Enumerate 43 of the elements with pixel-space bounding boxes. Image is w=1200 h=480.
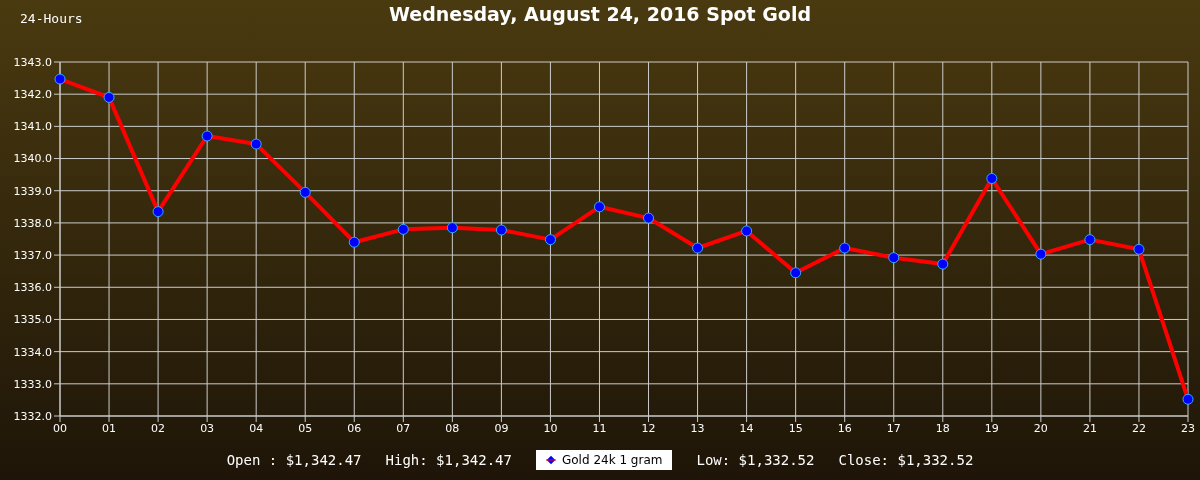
chart-subtitle: 24-Hours xyxy=(20,11,83,26)
y-tick-label: 1343.0 xyxy=(13,55,52,69)
x-tick-label: 23 xyxy=(1181,421,1195,435)
x-tick-label: 22 xyxy=(1131,421,1146,435)
y-tick-label: 1334.0 xyxy=(13,345,52,359)
chart-title: Wednesday, August 24, 2016 Spot Gold xyxy=(389,3,811,25)
y-tick-label: 1332.0 xyxy=(13,409,52,423)
x-tick-label: 06 xyxy=(347,421,362,435)
text: Open : $1,342.47 xyxy=(226,452,362,468)
x-tick-label: 15 xyxy=(788,421,803,435)
x-tick-label: 08 xyxy=(445,421,460,435)
y-tick-label: 1337.0 xyxy=(13,249,52,262)
x-tick-label: 13 xyxy=(690,421,705,435)
y-tick-label: 1340.0 xyxy=(13,152,52,166)
y-tick-label: 1336.0 xyxy=(13,281,52,295)
x-tick-label: 16 xyxy=(837,421,852,435)
x-tick-label: 09 xyxy=(494,421,509,435)
y-tick-label: 1333.0 xyxy=(13,377,52,391)
y-tick-label: 1335.0 xyxy=(13,313,52,327)
x-tick-label: 04 xyxy=(249,421,264,435)
x-tick-label: 12 xyxy=(641,421,656,435)
x-tick-label: 11 xyxy=(592,421,607,435)
x-tick-label: 00 xyxy=(53,421,67,435)
x-tick-label: 21 xyxy=(1082,421,1097,435)
x-tick-label: 02 xyxy=(151,421,166,435)
x-tick-label: 10 xyxy=(543,421,558,435)
x-tick-label: 20 xyxy=(1033,421,1048,435)
text: Close: $1,332.52 xyxy=(838,452,974,468)
x-tick-label: 17 xyxy=(886,421,901,435)
x-tick-label: 05 xyxy=(298,421,313,435)
y-tick-label: 1338.0 xyxy=(13,216,52,230)
text: Low: $1,332.52 xyxy=(696,452,815,468)
y-tick-label: 1341.0 xyxy=(13,120,52,134)
x-tick-label: 01 xyxy=(102,421,117,435)
x-tick-label: 14 xyxy=(739,421,754,435)
x-tick-label: 18 xyxy=(935,421,950,435)
x-tick-label: 19 xyxy=(984,421,999,435)
text: High: $1,342.47 xyxy=(385,452,512,468)
legend-label: Gold 24k 1 gram xyxy=(560,453,663,467)
y-tick-label: 1342.0 xyxy=(13,88,52,102)
y-tick-label: 1339.0 xyxy=(13,184,52,198)
x-tick-label: 03 xyxy=(200,421,215,435)
x-tick-label: 07 xyxy=(396,421,411,435)
